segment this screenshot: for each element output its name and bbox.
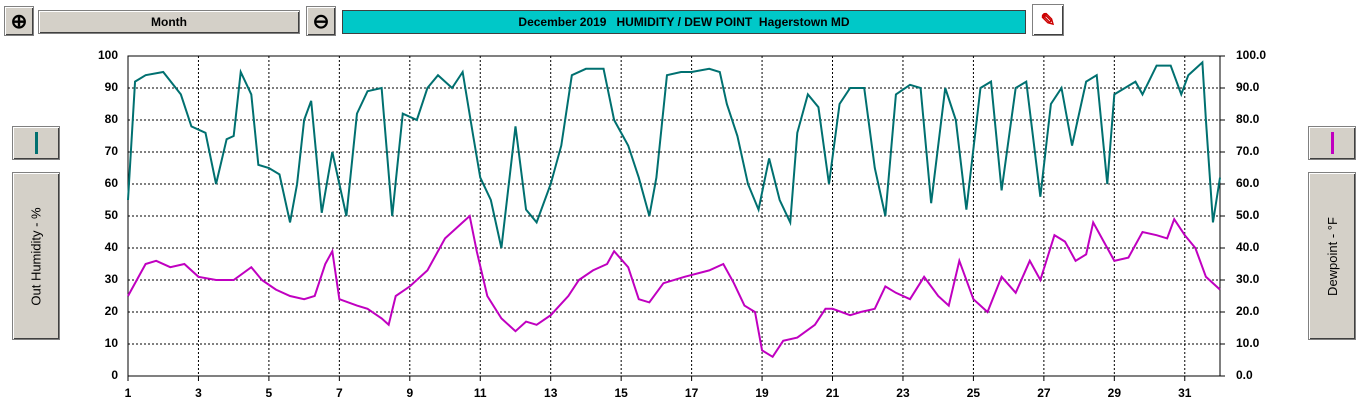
legend-swatch-dewpoint[interactable] (1308, 126, 1356, 160)
series-line (127, 214, 1221, 359)
x-tick-label: 7 (336, 386, 343, 400)
period-button[interactable]: Month (38, 10, 300, 34)
legend-humidity[interactable]: Out Humidity - % (12, 172, 60, 340)
x-tick-label: 11 (474, 386, 487, 400)
y2-tick-label: 80.0 (1236, 112, 1260, 126)
y2-tick-label: 60.0 (1236, 176, 1260, 190)
y2-tick-label: 30.0 (1236, 272, 1260, 286)
y-tick-label: 20 (105, 304, 119, 318)
series-line (127, 60, 1221, 249)
y2-tick-label: 0.0 (1236, 368, 1253, 382)
x-tick-label: 17 (685, 386, 699, 400)
y2-tick-label: 90.0 (1236, 80, 1260, 94)
y2-tick-label: 10.0 (1236, 336, 1260, 350)
y-tick-label: 90 (105, 80, 119, 94)
x-tick-label: 23 (896, 386, 910, 400)
y2-tick-label: 70.0 (1236, 144, 1260, 158)
legend-swatch-humidity[interactable] (12, 126, 60, 160)
zoom-out-button[interactable]: ⊖ (306, 6, 336, 36)
x-tick-label: 5 (266, 386, 273, 400)
x-tick-label: 21 (826, 386, 840, 400)
y-tick-label: 0 (111, 368, 118, 382)
y-tick-label: 30 (105, 272, 119, 286)
y2-tick-label: 50.0 (1236, 208, 1260, 222)
x-tick-label: 31 (1178, 386, 1192, 400)
x-tick-label: 1 (125, 386, 132, 400)
y2-tick-label: 100.0 (1236, 48, 1266, 62)
y2-tick-label: 40.0 (1236, 240, 1260, 254)
tool-icon[interactable]: ✎ (1032, 4, 1064, 36)
y2-tick-label: 20.0 (1236, 304, 1260, 318)
y-tick-label: 100 (98, 48, 118, 62)
chart-title: December 2019 HUMIDITY / DEW POINT Hager… (342, 10, 1026, 34)
x-tick-label: 25 (967, 386, 981, 400)
x-tick-label: 3 (195, 386, 202, 400)
x-tick-label: 15 (614, 386, 628, 400)
y-tick-label: 50 (105, 208, 119, 222)
y-tick-label: 60 (105, 176, 119, 190)
x-tick-label: 9 (406, 386, 413, 400)
y-tick-label: 70 (105, 144, 119, 158)
legend-dewpoint[interactable]: Dewpoint - °F (1308, 172, 1356, 340)
y-tick-label: 80 (105, 112, 119, 126)
x-tick-label: 19 (755, 386, 769, 400)
x-tick-label: 29 (1108, 386, 1122, 400)
y-tick-label: 10 (105, 336, 119, 350)
y-tick-label: 40 (105, 240, 119, 254)
zoom-in-button[interactable]: ⊕ (4, 6, 34, 36)
x-tick-label: 27 (1037, 386, 1051, 400)
x-tick-label: 13 (544, 386, 558, 400)
